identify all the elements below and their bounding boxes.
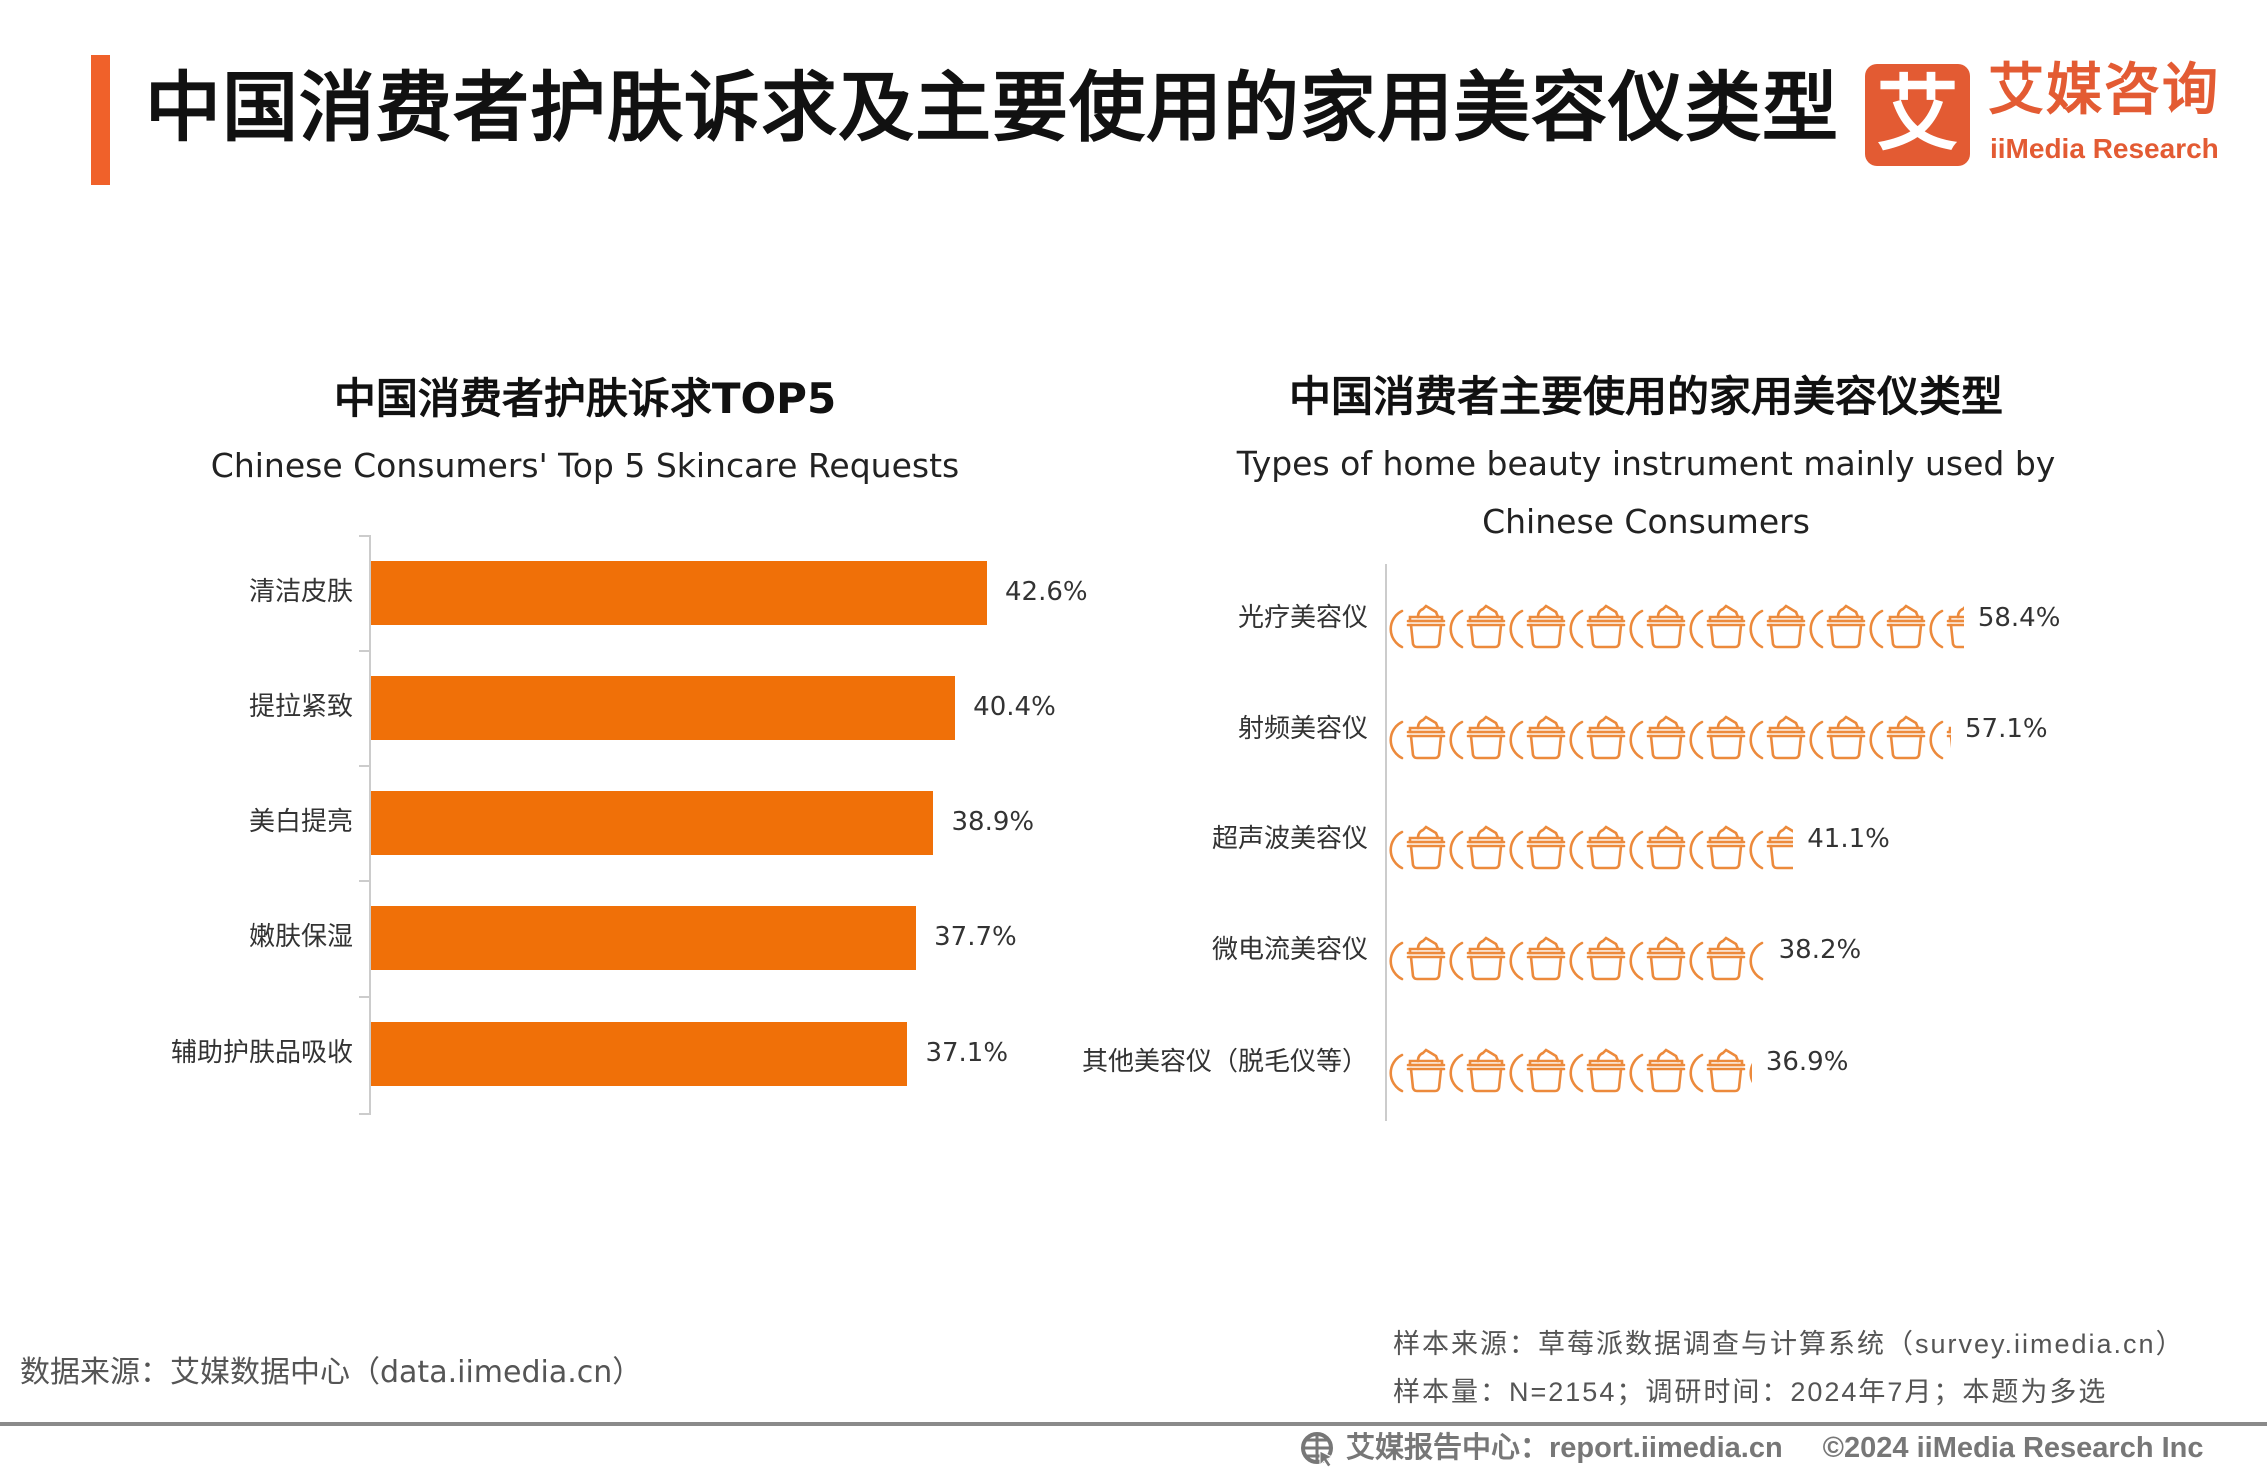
category-label: 提拉紧致 bbox=[248, 692, 353, 722]
logo-mark: 艾 bbox=[1865, 64, 1970, 166]
data-label: 38.2% bbox=[1778, 935, 1862, 965]
axis-tick bbox=[359, 1113, 371, 1115]
cream-jar-icon bbox=[1629, 715, 1686, 760]
cream-jar-icon bbox=[1569, 825, 1626, 870]
left-chart-title: 中国消费者护肤诉求TOP5 bbox=[333, 374, 837, 423]
copyright: ©2024 iiMedia Research Inc bbox=[1822, 1432, 2204, 1465]
cream-jar-icon bbox=[1509, 604, 1566, 649]
cream-jar-icon bbox=[1869, 715, 1926, 760]
cream-jar-icon bbox=[1509, 825, 1566, 870]
right-chart-axis bbox=[1385, 564, 1387, 1121]
cream-jar-icon bbox=[1389, 825, 1446, 870]
data-source: 数据来源：艾媒数据中心（data.iimedia.cn） bbox=[20, 1355, 643, 1390]
footer-divider bbox=[0, 1422, 2267, 1426]
pictogram-bar bbox=[1388, 1041, 1752, 1093]
cream-jar-icon bbox=[1809, 715, 1866, 760]
cream-jar-icon bbox=[1509, 715, 1566, 760]
category-label: 超声波美容仪 bbox=[1211, 824, 1368, 854]
cream-jar-icon bbox=[1449, 1048, 1506, 1093]
title-accent-bar bbox=[91, 55, 110, 185]
left-chart-axis bbox=[369, 535, 371, 1113]
cream-jar-icon bbox=[1869, 604, 1926, 649]
axis-tick bbox=[359, 996, 371, 998]
cream-jar-icon bbox=[1629, 825, 1686, 870]
sample-info: 样本量：N=2154；调研时间：2024年7月；本题为多选 bbox=[1393, 1377, 2108, 1407]
cream-jar-icon bbox=[1569, 715, 1626, 760]
globe-cursor-icon bbox=[1301, 1432, 1334, 1467]
cream-jar-icon bbox=[1509, 1048, 1566, 1093]
cream-jar-icon bbox=[1689, 1048, 1746, 1093]
footer-bar: 艾媒报告中心：report.iimedia.cn ©2024 iiMedia R… bbox=[1300, 1431, 2204, 1467]
data-label: 36.9% bbox=[1765, 1047, 1849, 1077]
cream-jar-icon bbox=[1929, 606, 1964, 649]
category-label: 美白提亮 bbox=[248, 807, 353, 837]
cream-jar-icon bbox=[1389, 604, 1446, 649]
cream-jar-icon bbox=[1689, 825, 1746, 870]
report-center-link[interactable]: 艾媒报告中心：report.iimedia.cn bbox=[1346, 1432, 1783, 1465]
cream-jar-icon bbox=[1749, 604, 1806, 649]
category-label: 射频美容仪 bbox=[1237, 714, 1368, 744]
category-label: 嫩肤保湿 bbox=[248, 922, 353, 952]
cream-jar-icon bbox=[1689, 936, 1746, 981]
data-label: 40.4% bbox=[973, 692, 1056, 722]
bar bbox=[371, 906, 917, 970]
category-label: 光疗美容仪 bbox=[1237, 603, 1368, 633]
cream-jar-icon bbox=[1389, 1048, 1446, 1093]
cream-jar-icon bbox=[1569, 936, 1626, 981]
bar bbox=[371, 1022, 908, 1086]
cream-jar-icon bbox=[1809, 604, 1866, 649]
pictogram-bar bbox=[1388, 597, 1964, 649]
page-title: 中国消费者护肤诉求及主要使用的家用美容仪类型 bbox=[145, 63, 1839, 152]
data-label: 57.1% bbox=[1965, 714, 2048, 744]
axis-tick bbox=[359, 765, 371, 767]
cream-jar-icon bbox=[1689, 715, 1746, 760]
right-chart-subtitle-line2: Chinese Consumers bbox=[1482, 502, 1810, 541]
right-chart-title: 中国消费者主要使用的家用美容仪类型 bbox=[1288, 372, 2004, 421]
category-label: 清洁皮肤 bbox=[248, 577, 353, 607]
sample-source: 样本来源：草莓派数据调查与计算系统（survey.iimedia.cn） bbox=[1393, 1329, 2185, 1359]
cream-jar-icon bbox=[1629, 1048, 1686, 1093]
cream-jar-icon bbox=[1749, 1063, 1752, 1083]
cream-jar-icon bbox=[1929, 720, 1951, 760]
cream-jar-icon bbox=[1749, 825, 1794, 870]
bar bbox=[371, 676, 956, 740]
pictogram-bar bbox=[1388, 708, 1951, 760]
cream-jar-icon bbox=[1389, 715, 1446, 760]
data-label: 58.4% bbox=[1977, 603, 2061, 633]
cream-jar-icon bbox=[1569, 1048, 1626, 1093]
axis-tick bbox=[359, 535, 371, 537]
cream-jar-icon bbox=[1449, 604, 1506, 649]
category-label: 其他美容仪（脱毛仪等） bbox=[1081, 1047, 1368, 1077]
bar bbox=[371, 561, 987, 625]
pictogram-bar bbox=[1388, 818, 1794, 870]
cream-jar-icon bbox=[1749, 941, 1764, 981]
cream-jar-icon bbox=[1569, 604, 1626, 649]
data-label: 38.9% bbox=[951, 807, 1035, 837]
cream-jar-icon bbox=[1449, 936, 1506, 981]
cream-jar-icon bbox=[1629, 936, 1686, 981]
cream-jar-icon bbox=[1749, 715, 1806, 760]
category-label: 辅助护肤品吸收 bbox=[170, 1038, 353, 1068]
logo-en-text: iiMedia Research bbox=[1990, 133, 2219, 164]
data-label: 41.1% bbox=[1807, 824, 1890, 854]
logo-cn-text: 艾媒咨询 bbox=[1988, 58, 2220, 123]
data-label: 37.1% bbox=[925, 1038, 1009, 1068]
axis-tick bbox=[359, 880, 371, 882]
data-label: 37.7% bbox=[934, 922, 1017, 952]
pictogram-bar bbox=[1388, 929, 1765, 981]
category-label: 微电流美容仪 bbox=[1211, 935, 1368, 965]
right-chart-subtitle-line1: Types of home beauty instrument mainly u… bbox=[1236, 444, 2056, 483]
data-label: 42.6% bbox=[1004, 577, 1088, 607]
cream-jar-icon bbox=[1629, 604, 1686, 649]
cream-jar-icon bbox=[1449, 825, 1506, 870]
cream-jar-icon bbox=[1389, 936, 1446, 981]
left-chart-subtitle: Chinese Consumers' Top 5 Skincare Reques… bbox=[210, 446, 960, 485]
axis-tick bbox=[359, 650, 371, 652]
cream-jar-icon bbox=[1449, 715, 1506, 760]
cream-jar-icon bbox=[1509, 936, 1566, 981]
cream-jar-icon bbox=[1689, 604, 1746, 649]
bar bbox=[371, 791, 934, 855]
